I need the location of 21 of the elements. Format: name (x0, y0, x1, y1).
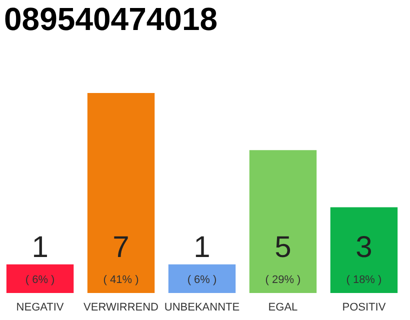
annotation: ( 29% ) (265, 274, 301, 286)
data-label: 5 (274, 231, 292, 264)
bar (87, 93, 155, 293)
annotation: ( 6% ) (187, 274, 217, 286)
x-tick-label: UNBEKANNTE (164, 302, 240, 314)
bar (168, 264, 236, 293)
x-tick-label: POSITIV (342, 302, 386, 314)
data-label: 3 (356, 231, 372, 264)
data-label: 1 (194, 231, 210, 264)
annotation: ( 41% ) (103, 274, 139, 286)
chart-title: 089540474018 (4, 1, 218, 37)
data-label: 1 (32, 231, 48, 264)
bar (249, 150, 317, 293)
bar (330, 207, 398, 293)
data-label: 7 (112, 231, 130, 264)
x-tick-label: NEGATIV (16, 302, 64, 314)
bar (6, 264, 74, 293)
annotation: ( 18% ) (346, 274, 382, 286)
annotation: ( 6% ) (25, 274, 55, 286)
x-tick-label: EGAL (268, 302, 298, 314)
x-tick-label: VERWIRREND (84, 302, 159, 314)
